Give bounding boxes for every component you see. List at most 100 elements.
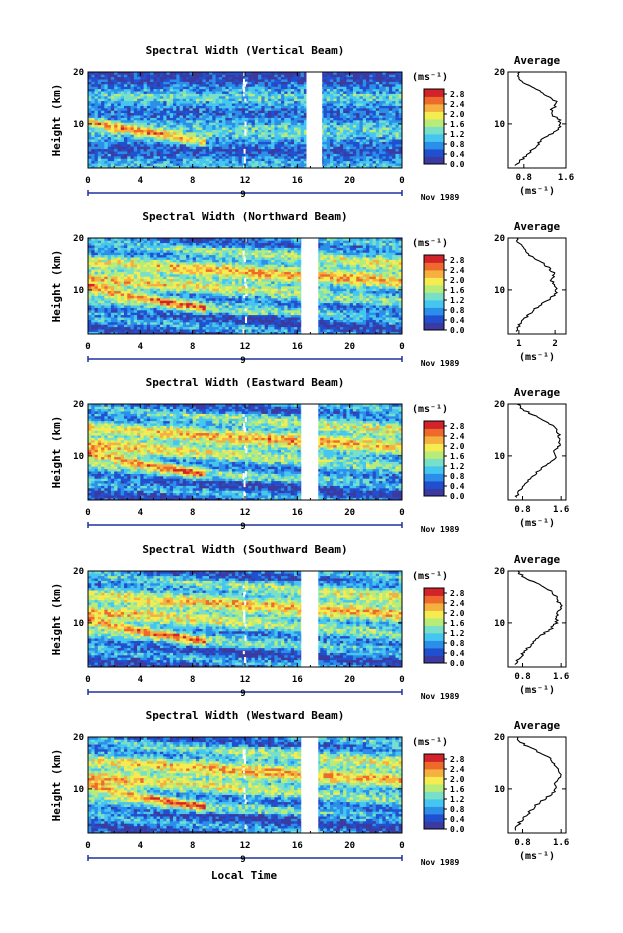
heatmap-cell <box>284 137 288 140</box>
heatmap-cell <box>193 120 197 123</box>
heatmap-cell <box>170 89 174 92</box>
heatmap-cell <box>140 110 144 113</box>
heatmap-cell <box>98 103 102 106</box>
heatmap-cell <box>209 103 213 106</box>
heatmap-cell <box>268 77 272 80</box>
heatmap-cell <box>222 312 226 315</box>
heatmap-cell <box>261 113 265 116</box>
heatmap-cell <box>144 324 148 327</box>
heatmap-cell <box>212 77 216 80</box>
heatmap-cell <box>134 96 138 99</box>
heatmap-cell <box>291 82 295 85</box>
heatmap-cell <box>196 322 200 325</box>
heatmap-cell <box>350 127 354 130</box>
heatmap-cell <box>320 308 324 311</box>
heatmap-cell <box>235 77 239 80</box>
heatmap-cell <box>202 308 206 311</box>
heatmap-cell <box>346 86 350 89</box>
heatmap-cell <box>137 132 141 135</box>
heatmap-cell <box>268 86 272 89</box>
heatmap-cell <box>216 125 220 128</box>
heatmap-cell <box>137 158 141 161</box>
heatmap-cell <box>330 146 334 149</box>
heatmap-cell <box>101 77 105 80</box>
heatmap-cell <box>91 158 95 161</box>
heatmap-cell <box>209 125 213 128</box>
colorbar-tick-label: 1.2 <box>450 130 465 139</box>
heatmap-cell <box>131 144 135 147</box>
heatmap-cell <box>117 74 121 77</box>
heatmap-cell <box>127 96 131 99</box>
heatmap-cell <box>261 156 265 159</box>
heatmap-cell <box>281 329 285 332</box>
heatmap-cell <box>163 79 167 82</box>
heatmap-cell <box>395 324 399 327</box>
heatmap-cell <box>144 82 148 85</box>
heatmap-cell <box>258 86 262 89</box>
heatmap-cell <box>258 142 262 145</box>
heatmap-cell <box>134 98 138 101</box>
heatmap-cell <box>104 151 108 154</box>
heatmap-cell <box>350 324 354 327</box>
heatmap-cell <box>265 308 269 311</box>
heatmap-cell <box>121 108 125 111</box>
heatmap-cell <box>235 94 239 97</box>
heatmap-cell <box>137 103 141 106</box>
heatmap-cell <box>104 120 108 123</box>
heatmap-cell <box>373 103 377 106</box>
heatmap-cell <box>180 103 184 106</box>
heatmap-cell <box>235 132 239 135</box>
heatmap-cell <box>337 103 341 106</box>
heatmap-cell <box>219 310 223 313</box>
heatmap-cell <box>330 320 334 323</box>
heatmap-cell <box>324 113 328 116</box>
heatmap-cell <box>255 154 259 157</box>
heatmap-cell <box>382 142 386 145</box>
heatmap-cell <box>225 113 229 116</box>
heatmap-cell <box>183 144 187 147</box>
heatmap-cell <box>186 317 190 320</box>
heatmap-cell <box>212 115 216 118</box>
heatmap-cell <box>124 103 128 106</box>
heatmap-cell <box>104 110 108 113</box>
heatmap-cell <box>157 82 161 85</box>
heatmap-cell <box>222 137 226 140</box>
heatmap-cell <box>183 312 187 315</box>
heatmap-cell <box>167 163 171 166</box>
heatmap-cell <box>157 122 161 125</box>
heatmap-cell <box>114 134 118 137</box>
heatmap-cell <box>101 139 105 142</box>
heatmap-cell <box>248 320 252 323</box>
heatmap-cell <box>281 108 285 111</box>
heatmap-cell <box>157 77 161 80</box>
heatmap-cell <box>278 89 282 92</box>
heatmap-cell <box>392 74 396 77</box>
heatmap-cell <box>104 96 108 99</box>
heatmap-cell <box>160 144 164 147</box>
heatmap-cell <box>333 89 337 92</box>
heatmap-cell <box>248 317 252 320</box>
heatmap-cell <box>229 322 233 325</box>
heatmap-cell <box>127 132 131 135</box>
heatmap-cell <box>274 324 278 327</box>
heatmap-cell <box>258 132 262 135</box>
heatmap-cell <box>160 154 164 157</box>
heatmap-cell <box>248 142 252 145</box>
heatmap-cell <box>366 317 370 320</box>
heatmap-cell <box>95 327 99 330</box>
heatmap-cell <box>121 106 125 109</box>
heatmap-cell <box>353 320 357 323</box>
heatmap-cell <box>88 125 92 128</box>
heatmap-cell <box>212 79 216 82</box>
heatmap-cell <box>88 327 92 330</box>
heatmap-cell <box>144 98 148 101</box>
heatmap-cell <box>268 125 272 128</box>
heatmap-cell <box>376 134 380 137</box>
heatmap-cell <box>131 154 135 157</box>
heatmap-cell <box>369 125 373 128</box>
heatmap-cell <box>98 130 102 133</box>
heatmap-cell <box>359 86 363 89</box>
heatmap-cell <box>252 98 256 101</box>
heatmap-cell <box>199 77 203 80</box>
heatmap-cell <box>144 144 148 147</box>
